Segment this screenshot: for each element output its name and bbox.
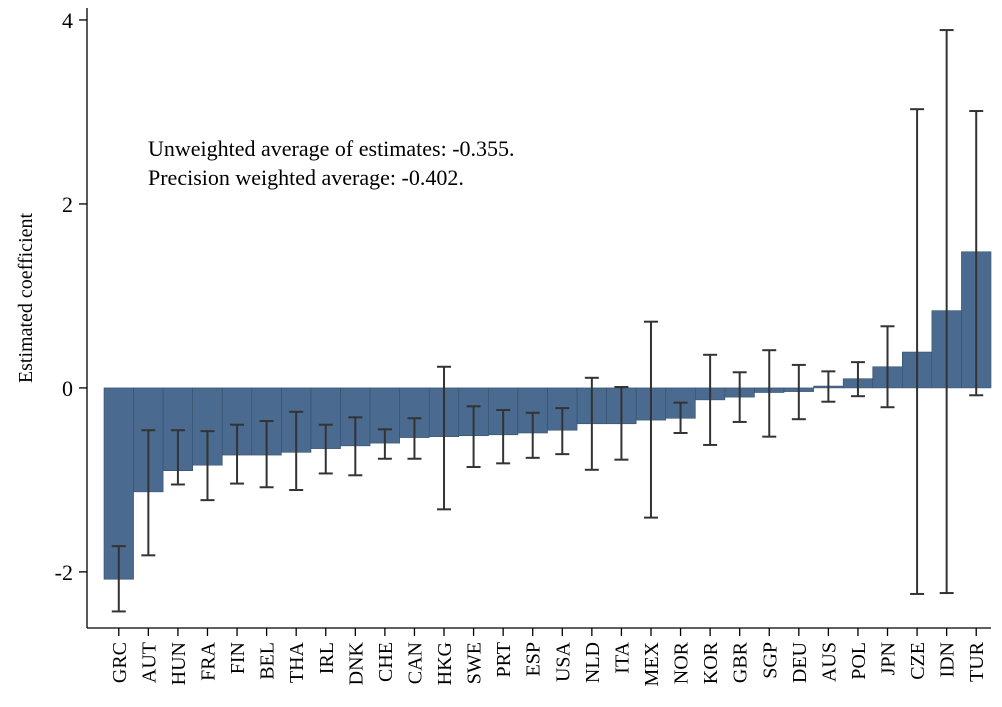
error-bar	[318, 423, 333, 475]
error-bar	[407, 417, 422, 460]
error-bar	[969, 110, 984, 397]
x-tick-label: AUS	[818, 642, 840, 682]
x-tick-label: DEU	[789, 641, 811, 683]
error-bar	[141, 429, 156, 557]
error-bar	[880, 325, 895, 409]
error-bar	[614, 385, 629, 461]
y-tick-label: -2	[55, 560, 73, 585]
x-tick-label: SGP	[759, 642, 781, 679]
error-bar	[732, 371, 747, 423]
error-bar	[939, 29, 954, 595]
error-bar	[466, 405, 481, 469]
x-tick-label: NOR	[671, 641, 693, 684]
error-bar	[170, 429, 185, 486]
x-tick-label: AUT	[138, 642, 160, 683]
y-tick-label: 2	[62, 192, 73, 217]
x-tick-label: IDN	[937, 642, 959, 678]
x-tick-label: ITA	[611, 641, 633, 673]
y-tick-label: 0	[62, 376, 73, 401]
x-tick-label: CAN	[404, 642, 426, 684]
error-bar	[200, 430, 215, 502]
annotation: Unweighted average of estimates: -0.355.	[148, 136, 515, 161]
error-bar	[555, 407, 570, 456]
error-bar	[259, 420, 274, 489]
x-tick-label: GBR	[730, 641, 752, 683]
error-bar	[377, 428, 392, 460]
x-tick-label: POL	[848, 642, 870, 680]
error-bar	[348, 416, 363, 477]
x-tick-label: BEL	[257, 642, 279, 680]
x-tick-label: KOR	[700, 641, 722, 684]
error-bar	[437, 365, 452, 511]
x-tick-label: USA	[552, 641, 574, 682]
x-tick-label: MEX	[641, 641, 663, 686]
error-bar	[289, 410, 304, 492]
x-tick-label: NLD	[582, 642, 604, 683]
x-tick-label: THA	[286, 641, 308, 683]
x-tick-label: CZE	[907, 642, 929, 680]
x-tick-label: FRA	[197, 641, 219, 680]
x-tick-label: CHE	[375, 642, 397, 682]
error-bar	[821, 370, 836, 403]
error-bar	[673, 401, 688, 434]
x-tick-label: IRL	[316, 642, 338, 674]
error-bar	[643, 320, 658, 519]
x-tick-label: JPN	[878, 642, 900, 675]
error-bar	[703, 353, 718, 446]
error-bar	[111, 545, 126, 613]
x-tick-label: TUR	[966, 641, 988, 682]
y-tick-label: 4	[62, 8, 73, 33]
x-tick-label: HKG	[434, 642, 456, 685]
error-bar	[525, 411, 540, 459]
x-tick-label: PRT	[493, 642, 515, 677]
x-tick-label: FIN	[227, 642, 249, 674]
annotation: Precision weighted average: -0.402.	[148, 165, 464, 190]
error-bar	[762, 349, 777, 438]
x-tick-label: DNK	[345, 641, 367, 685]
error-bar	[230, 423, 245, 485]
x-tick-label: ESP	[523, 642, 545, 676]
error-bar	[910, 108, 925, 595]
x-tick-label: SWE	[464, 642, 486, 684]
error-bar	[850, 361, 865, 398]
error-bar	[496, 408, 511, 465]
x-tick-label: GRC	[109, 642, 131, 683]
x-tick-label: HUN	[168, 642, 190, 685]
error-bar	[791, 363, 806, 421]
y-axis-label: Estimated coefficient	[15, 213, 37, 384]
error-bar	[584, 376, 599, 471]
